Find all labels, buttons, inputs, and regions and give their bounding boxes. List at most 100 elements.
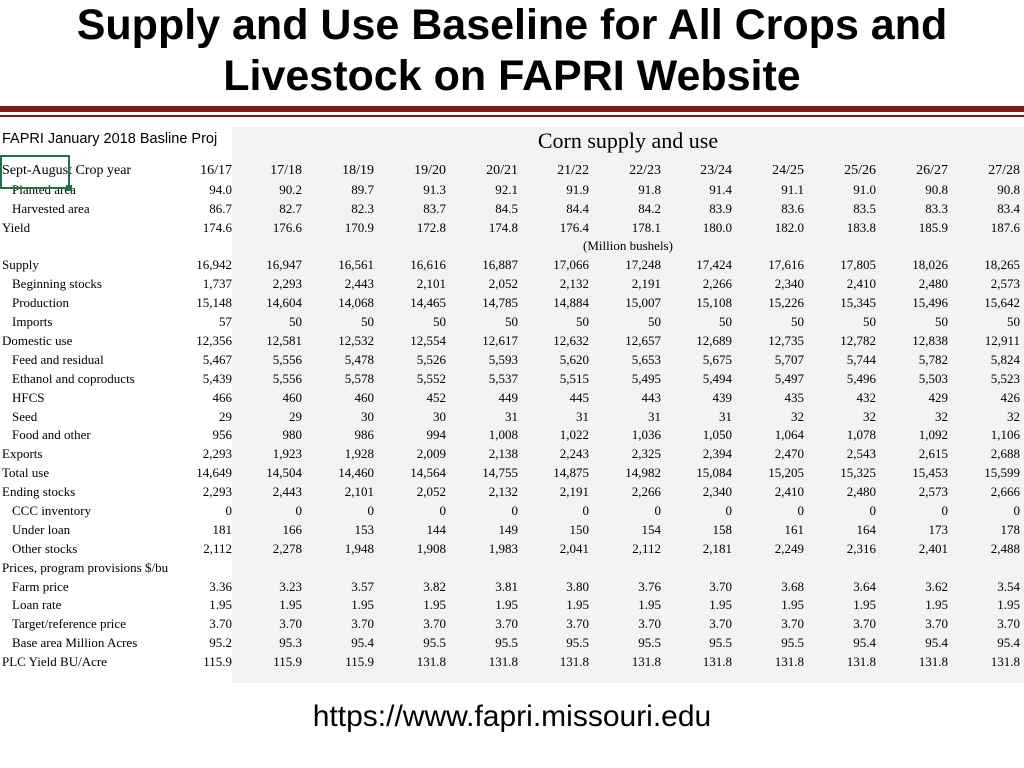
table-cell[interactable]: 1.95 — [781, 597, 804, 613]
table-cell[interactable]: 178 — [1000, 521, 1021, 537]
table-cell[interactable]: 3.70 — [351, 616, 374, 632]
table-cell[interactable]: 2,266 — [702, 276, 732, 292]
table-cell[interactable]: 91.0 — [853, 181, 876, 197]
table-cell[interactable]: 172.8 — [416, 219, 446, 235]
table-cell[interactable]: 2,573 — [918, 484, 948, 500]
table-cell[interactable]: 449 — [498, 389, 519, 405]
table-cell[interactable]: 32 — [863, 408, 876, 424]
table-cell[interactable]: 17,424 — [696, 257, 732, 273]
table-cell[interactable]: 3.70 — [566, 616, 589, 632]
table-cell[interactable]: 1.95 — [566, 597, 589, 613]
table-cell[interactable]: 445 — [569, 389, 590, 405]
table-cell[interactable]: 12,911 — [984, 333, 1020, 349]
table-cell[interactable]: 161 — [784, 521, 805, 537]
table-cell[interactable]: 1,008 — [488, 427, 518, 443]
table-cell[interactable]: 90.8 — [925, 181, 948, 197]
table-cell[interactable]: 2,316 — [846, 540, 876, 556]
table-cell[interactable]: 15,325 — [840, 465, 876, 481]
table-cell[interactable]: 2,543 — [846, 446, 876, 462]
table-cell[interactable]: 2,052 — [416, 484, 446, 500]
table-cell[interactable]: 1.95 — [423, 597, 446, 613]
table-cell[interactable]: 3.23 — [279, 578, 302, 594]
table-cell[interactable]: 1,092 — [918, 427, 948, 443]
table-cell[interactable]: 15,226 — [768, 295, 804, 311]
table-cell[interactable]: 50 — [791, 314, 804, 330]
table-cell[interactable]: 2,101 — [344, 484, 374, 500]
table-cell[interactable]: 1.95 — [638, 597, 661, 613]
table-cell[interactable]: 1,737 — [202, 276, 232, 292]
table-cell[interactable]: 2,132 — [559, 276, 589, 292]
table-cell[interactable]: 150 — [569, 521, 590, 537]
table-cell[interactable]: 2,480 — [846, 484, 876, 500]
table-cell[interactable]: 82.3 — [351, 200, 374, 216]
table-cell[interactable]: 5,707 — [774, 351, 804, 367]
table-cell[interactable]: 0 — [1013, 503, 1021, 519]
table-cell[interactable]: 95.4 — [997, 635, 1020, 651]
table-cell[interactable]: 2,112 — [203, 540, 232, 556]
table-cell[interactable]: 1.95 — [495, 597, 518, 613]
table-cell[interactable]: 3.70 — [279, 616, 302, 632]
table-cell[interactable]: 5,675 — [702, 351, 732, 367]
table-cell[interactable]: 2,443 — [344, 276, 374, 292]
table-cell[interactable]: 89.7 — [351, 181, 374, 197]
table-cell[interactable]: 2,293 — [272, 276, 302, 292]
table-cell[interactable]: 15,345 — [840, 295, 876, 311]
table-cell[interactable]: 2,052 — [488, 276, 518, 292]
table-cell[interactable]: 31 — [576, 408, 589, 424]
table-cell[interactable]: 95.4 — [351, 635, 374, 651]
table-cell[interactable]: 18,265 — [984, 257, 1020, 273]
table-cell[interactable]: 439 — [712, 389, 733, 405]
table-cell[interactable]: 15,084 — [696, 465, 732, 481]
table-cell[interactable]: 2,191 — [559, 484, 589, 500]
table-cell[interactable]: 2,191 — [631, 276, 661, 292]
table-cell[interactable]: 50 — [576, 314, 589, 330]
table-cell[interactable]: 2,132 — [488, 484, 518, 500]
table-cell[interactable]: 1,908 — [416, 540, 446, 556]
table-cell[interactable]: 95.5 — [781, 635, 804, 651]
table-cell[interactable]: 3.70 — [997, 616, 1020, 632]
table-cell[interactable]: 2,615 — [918, 446, 948, 462]
table-cell[interactable]: 2,293 — [202, 484, 232, 500]
table-cell[interactable]: 16,942 — [196, 257, 232, 273]
table-cell[interactable]: 3.76 — [638, 578, 661, 594]
table-cell[interactable]: 5,515 — [559, 370, 589, 386]
table-cell[interactable]: 2,009 — [416, 446, 446, 462]
table-cell[interactable]: 84.4 — [566, 200, 589, 216]
table-cell[interactable]: 2,293 — [202, 446, 232, 462]
table-cell[interactable]: 32 — [791, 408, 804, 424]
table-cell[interactable]: 83.7 — [423, 200, 446, 216]
table-cell[interactable]: 2,410 — [774, 484, 804, 500]
table-cell[interactable]: 0 — [797, 503, 805, 519]
table-cell[interactable]: 14,465 — [410, 295, 446, 311]
table-cell[interactable]: 29 — [289, 408, 302, 424]
table-cell[interactable]: 0 — [869, 503, 877, 519]
table-cell[interactable]: 31 — [719, 408, 732, 424]
table-cell[interactable]: 5,782 — [918, 351, 948, 367]
table-cell[interactable]: 95.5 — [566, 635, 589, 651]
table-cell[interactable]: 50 — [433, 314, 446, 330]
table-cell[interactable]: 50 — [1007, 314, 1020, 330]
table-cell[interactable]: 5,537 — [488, 370, 518, 386]
table-cell[interactable]: 174.8 — [488, 219, 518, 235]
table-cell[interactable]: 3.70 — [709, 578, 732, 594]
table-cell[interactable]: 2,325 — [631, 446, 661, 462]
table-cell[interactable]: 131.8 — [846, 654, 876, 670]
table-cell[interactable]: 2,138 — [488, 446, 518, 462]
table-cell[interactable]: 91.9 — [566, 181, 589, 197]
table-cell[interactable]: 164 — [856, 521, 877, 537]
table-cell[interactable]: 3.36 — [209, 578, 232, 594]
table-cell[interactable]: 86.7 — [209, 200, 232, 216]
table-cell[interactable]: 174.6 — [202, 219, 232, 235]
selected-cell[interactable] — [0, 155, 72, 191]
table-cell[interactable]: 1,106 — [990, 427, 1020, 443]
table-cell[interactable]: 16,561 — [338, 257, 374, 273]
table-cell[interactable]: 1.95 — [853, 597, 876, 613]
table-cell[interactable]: 12,532 — [338, 333, 374, 349]
table-cell[interactable]: 16,616 — [410, 257, 446, 273]
table-cell[interactable]: 131.8 — [559, 654, 589, 670]
table-cell[interactable]: 2,041 — [559, 540, 589, 556]
table-cell[interactable]: 83.6 — [781, 200, 804, 216]
table-cell[interactable]: 429 — [928, 389, 949, 405]
table-cell[interactable]: 0 — [367, 503, 375, 519]
table-cell[interactable]: 83.5 — [853, 200, 876, 216]
